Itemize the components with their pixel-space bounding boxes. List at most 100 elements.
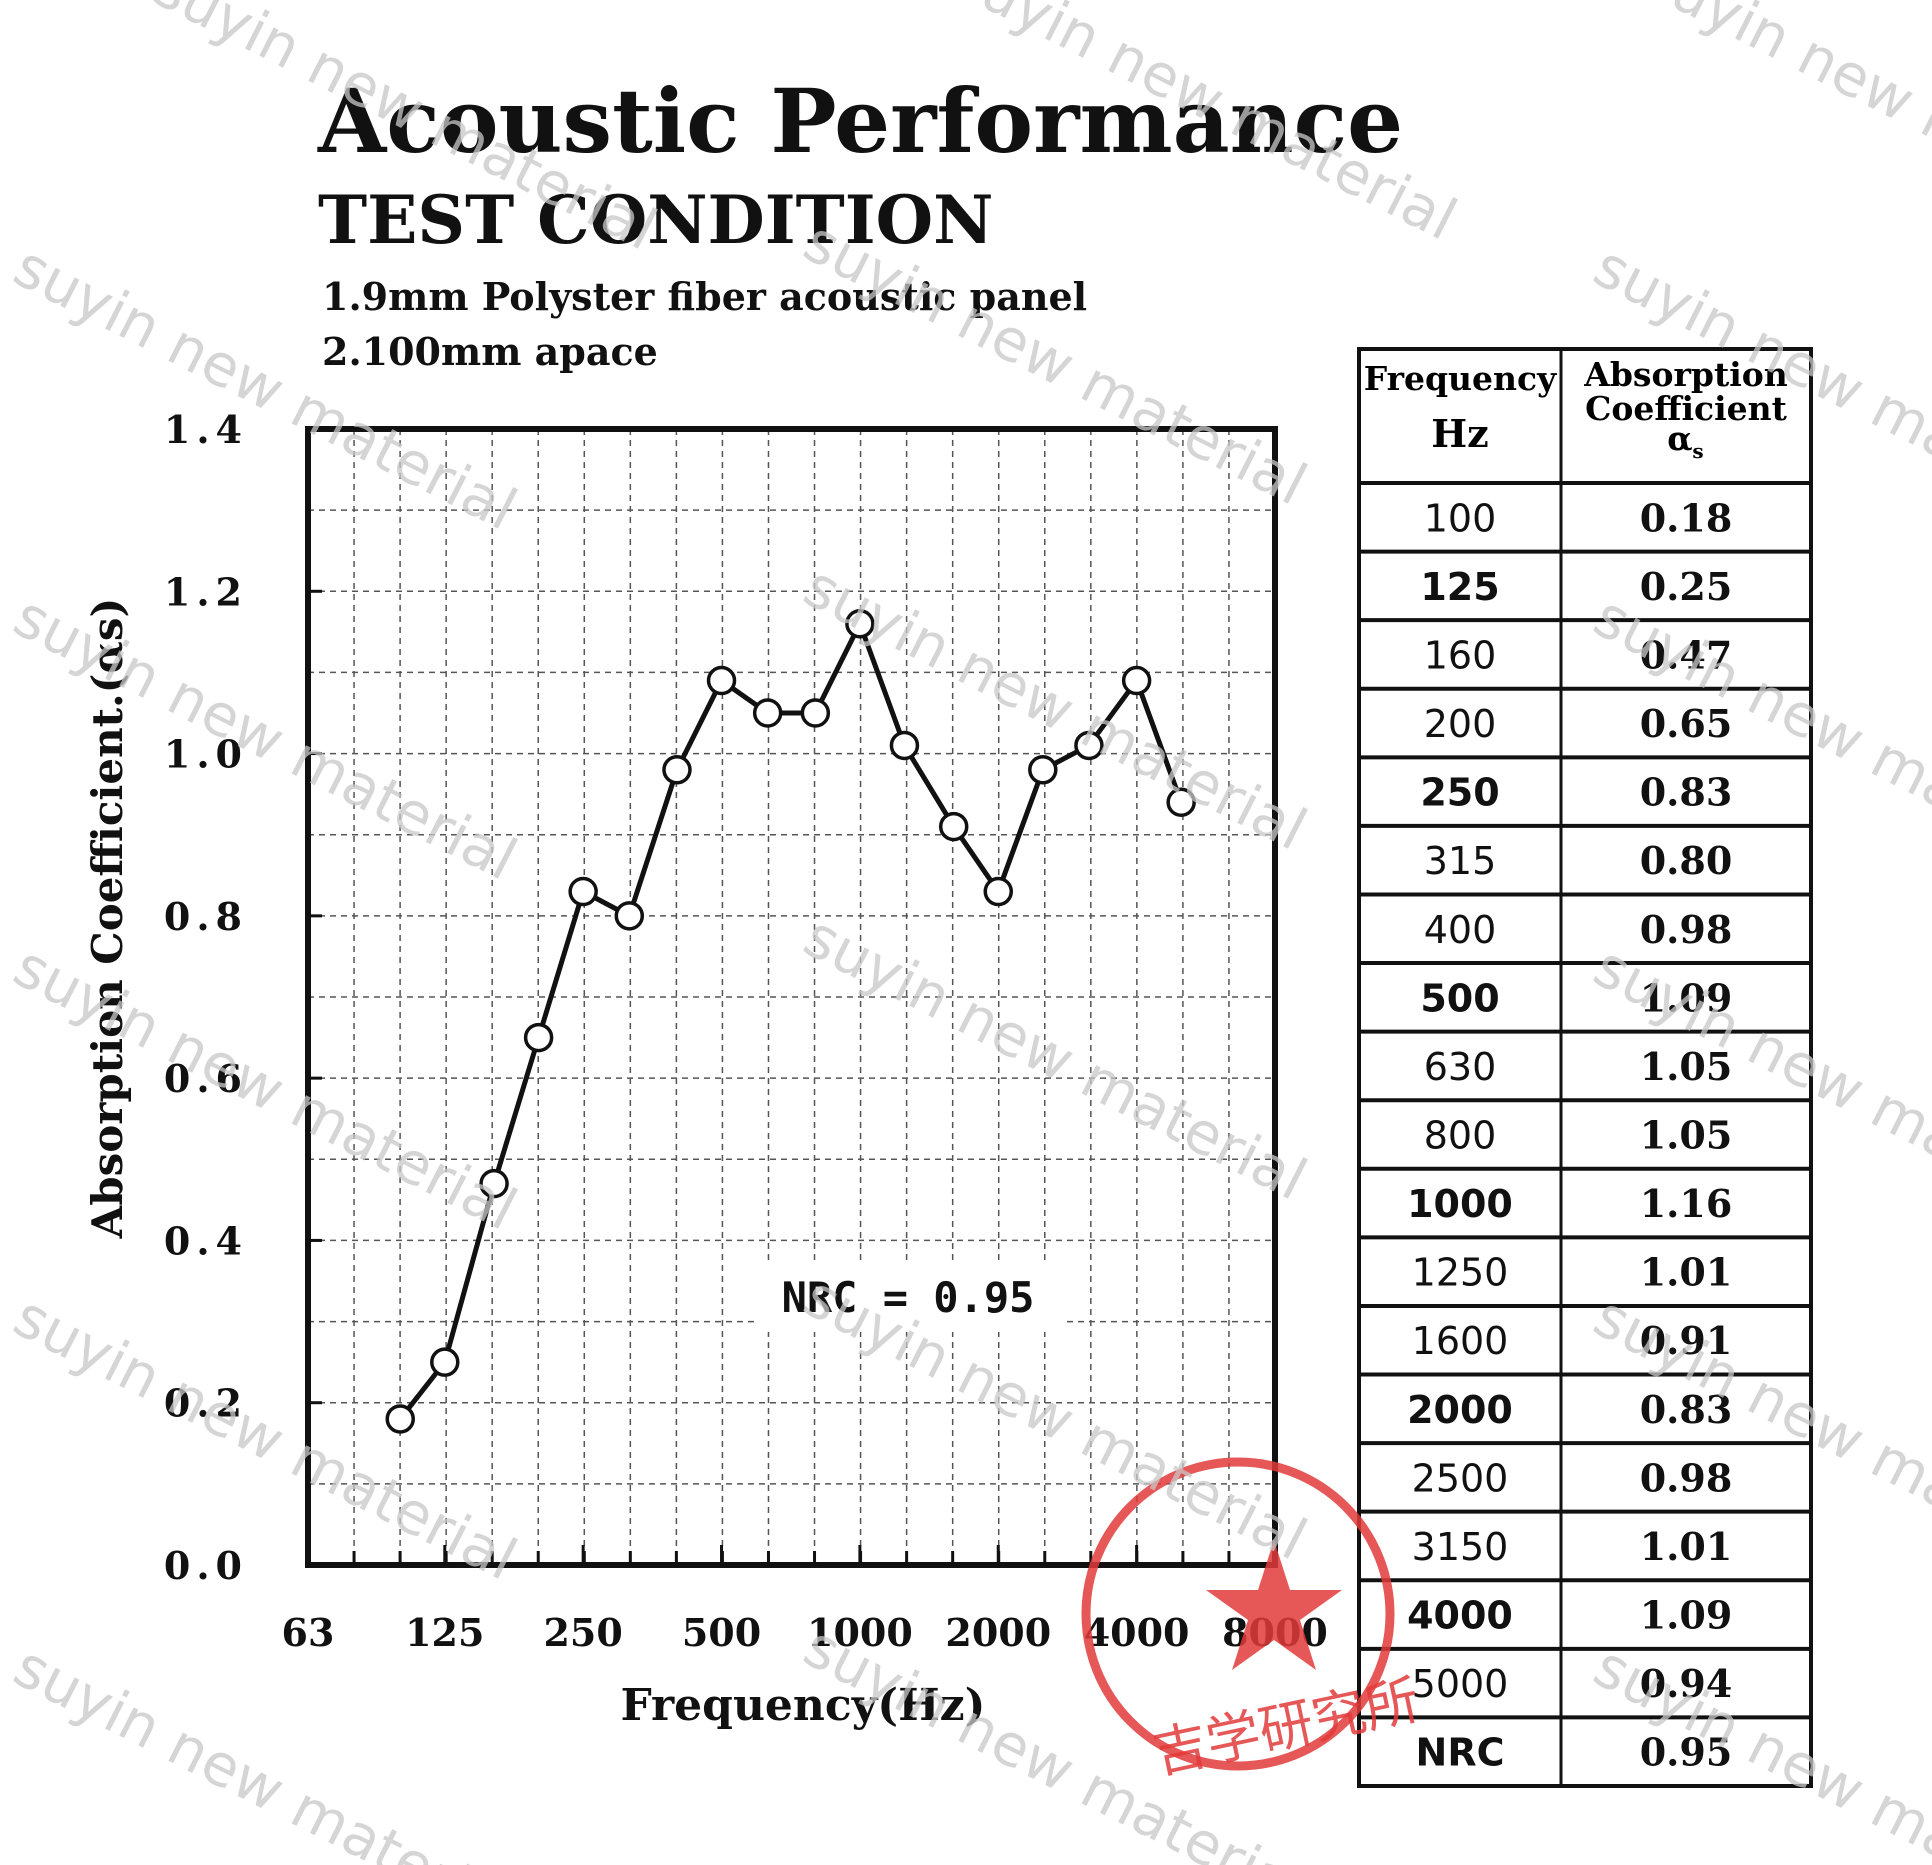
table-header: Hz (1431, 411, 1488, 456)
point (1074, 730, 1104, 761)
table-cell: 500 (1420, 976, 1499, 1020)
y-tick-label: 0.0 (164, 1543, 248, 1588)
table-cell: 0.83 (1640, 770, 1733, 815)
table-cell: 0.83 (1640, 1387, 1733, 1432)
watermark: suyin new material (4, 1282, 528, 1594)
table-cell: 0.65 (1640, 701, 1733, 746)
table-cell: 100 (1424, 496, 1497, 540)
x-tick-label: 1000 (807, 1610, 913, 1655)
table-cell: 0.91 (1640, 1318, 1733, 1363)
x-tick-label: 63 (282, 1610, 335, 1655)
subtitle: TEST CONDITION (318, 181, 993, 259)
table-cell: 1000 (1407, 1182, 1513, 1226)
stamp-text: 吉学研究所 (1148, 1668, 1425, 1786)
y-tick-label: 1.0 (164, 732, 248, 777)
stamp-ring (1081, 1457, 1395, 1771)
point (752, 698, 783, 728)
watermark: suyin new material (1634, 0, 1932, 254)
table-cell: 5000 (1412, 1662, 1509, 1706)
y-axis-label: Absorption Coefficient.(αs) (83, 598, 132, 1240)
watermark: suyin new material (794, 902, 1318, 1214)
point (983, 876, 1014, 907)
x-tick-label: 500 (682, 1610, 761, 1655)
watermark: suyin new material (1584, 582, 1932, 894)
watermark: suyin new material (794, 207, 1318, 519)
table-cell: 125 (1420, 565, 1499, 609)
table-cell: 630 (1424, 1045, 1497, 1089)
x-tick-label: 2000 (945, 1610, 1051, 1655)
point (430, 1347, 460, 1377)
table-cell: 1.05 (1640, 1044, 1733, 1089)
point (479, 1168, 509, 1199)
watermark: suyin new material (4, 1632, 528, 1865)
point (1028, 755, 1058, 785)
table-header: s (1692, 439, 1703, 463)
table-cell: 0.25 (1640, 564, 1733, 609)
table-header: Frequency (1364, 359, 1557, 398)
watermark: suyin new material (1584, 1282, 1932, 1594)
point (614, 901, 645, 931)
table-cell: 1.01 (1640, 1250, 1733, 1295)
x-tick-label: 125 (405, 1610, 484, 1655)
point (800, 698, 831, 728)
table-cell: 1600 (1412, 1319, 1509, 1363)
table-header: Coefficient (1585, 389, 1788, 428)
y-tick-label: 1.4 (164, 407, 248, 452)
stamp-star (1206, 1540, 1342, 1670)
table-cell: 0.18 (1640, 495, 1733, 540)
table-cell: 4000 (1407, 1594, 1513, 1638)
y-tick-label: 0.6 (164, 1056, 248, 1101)
x-axis-label: Frequency(Hz) (621, 1680, 986, 1731)
point (385, 1404, 415, 1434)
note: 2.100mm apace (322, 329, 658, 374)
point (706, 665, 737, 696)
table-cell: 2500 (1412, 1456, 1509, 1500)
table-header: α (1667, 419, 1692, 458)
annotation-bg (755, 1262, 1065, 1332)
table-cell: 200 (1424, 702, 1497, 746)
table-cell: 1.01 (1640, 1524, 1733, 1569)
table-cell: 0.98 (1640, 1455, 1733, 1500)
y-tick-label: 0.4 (164, 1218, 248, 1263)
watermark: suyin new material (794, 552, 1318, 864)
table-cell: 0.98 (1640, 907, 1733, 952)
point (845, 608, 875, 639)
title: Acoustic Performance (317, 69, 1403, 173)
table-cell: 1.05 (1640, 1113, 1733, 1158)
table-cell: 0.95 (1640, 1730, 1733, 1775)
point (523, 1022, 554, 1053)
table-cell: 160 (1424, 633, 1497, 677)
table-cell: 250 (1420, 771, 1499, 815)
table-frame (1357, 347, 1813, 1788)
table-cell: 0.80 (1640, 838, 1733, 883)
annotation: NRC = 0.95 (782, 1273, 1035, 1322)
x-tick-label: 4000 (1084, 1610, 1190, 1655)
plot-frame (305, 426, 1278, 1568)
table-cell: 400 (1424, 908, 1497, 952)
x-tick-label: 250 (543, 1610, 622, 1655)
table-cell: 2000 (1407, 1388, 1513, 1432)
point (889, 730, 920, 761)
watermark: suyin new material (1584, 932, 1932, 1244)
y-tick-label: 1.2 (164, 569, 248, 614)
table-cell: 3150 (1412, 1525, 1509, 1569)
table-cell: 0.94 (1640, 1661, 1733, 1706)
point (1121, 665, 1152, 696)
point (938, 811, 969, 842)
watermark: suyin new material (1584, 1632, 1932, 1865)
table-cell: 1.09 (1640, 1593, 1733, 1638)
table-cell: 1250 (1412, 1251, 1509, 1295)
note: 1.9mm Polyster fiber acoustic panel (322, 274, 1087, 319)
table-cell: 315 (1424, 839, 1497, 883)
point (662, 755, 692, 785)
y-tick-label: 0.8 (164, 894, 248, 939)
point (568, 876, 598, 907)
y-tick-label: 0.2 (164, 1381, 248, 1426)
table-cell: NRC (1416, 1731, 1505, 1775)
table-cell: 0.47 (1640, 632, 1733, 677)
table-cell: 1.09 (1640, 975, 1733, 1020)
table-cell: 1.16 (1640, 1181, 1733, 1226)
table-header: Absorption (1583, 355, 1788, 394)
point (1166, 787, 1196, 818)
